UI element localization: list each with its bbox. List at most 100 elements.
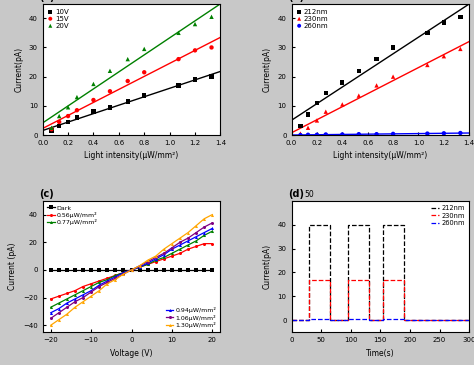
212nm	[401, 222, 407, 227]
212nm	[424, 30, 431, 36]
0.56μW/mm²	[128, 268, 135, 272]
230nm	[327, 318, 333, 322]
Text: 50: 50	[304, 191, 314, 199]
260nm	[289, 318, 294, 322]
10V	[191, 77, 199, 82]
260nm	[381, 318, 386, 322]
0.56μW/mm²	[153, 260, 159, 264]
X-axis label: Time(s): Time(s)	[366, 349, 395, 358]
260nm	[365, 317, 371, 322]
1.06μW/mm²	[177, 240, 183, 245]
0.77μW/mm²	[56, 301, 62, 305]
20V	[208, 14, 215, 20]
0.94μW/mm²	[80, 293, 86, 297]
0.77μW/mm²	[161, 255, 167, 260]
0.77μW/mm²	[128, 268, 135, 272]
20V	[106, 68, 114, 74]
230nm	[424, 62, 431, 68]
Line: Dark: Dark	[49, 268, 214, 272]
0.77μW/mm²	[88, 284, 94, 289]
0.56μW/mm²	[120, 270, 126, 275]
20V	[191, 21, 199, 27]
1.30μW/mm²	[161, 247, 167, 251]
0.56μW/mm²	[80, 284, 86, 289]
260nm	[304, 132, 312, 138]
0.94μW/mm²	[96, 283, 102, 287]
1.30μW/mm²	[201, 216, 207, 221]
230nm	[306, 318, 312, 322]
15V	[124, 78, 131, 84]
260nm	[440, 130, 447, 136]
0.77μW/mm²	[48, 305, 54, 310]
Dark	[80, 268, 86, 272]
20V	[73, 94, 81, 100]
0.77μW/mm²	[64, 297, 70, 301]
1.06μW/mm²	[185, 236, 191, 240]
260nm	[456, 130, 464, 136]
212nm	[365, 318, 371, 322]
1.30μW/mm²	[96, 288, 102, 293]
212nm	[345, 222, 351, 227]
0.94μW/mm²	[137, 265, 143, 269]
212nm	[338, 80, 346, 85]
230nm	[365, 318, 371, 322]
260nm	[466, 318, 472, 322]
0.77μW/mm²	[80, 288, 86, 293]
1.06μW/mm²	[104, 280, 110, 285]
10V	[124, 99, 131, 104]
0.77μW/mm²	[210, 229, 215, 233]
260nm	[327, 317, 333, 322]
230nm	[401, 318, 407, 322]
0.56μW/mm²	[145, 262, 151, 266]
260nm	[424, 131, 431, 137]
0.56μW/mm²	[177, 251, 183, 255]
Y-axis label: Current(pA): Current(pA)	[263, 47, 272, 92]
1.06μW/mm²	[64, 305, 70, 310]
1.30μW/mm²	[64, 312, 70, 316]
20V	[55, 113, 63, 119]
0.77μW/mm²	[120, 270, 126, 275]
212nm	[373, 56, 380, 62]
15V	[55, 119, 63, 125]
Y-axis label: Current(pA): Current(pA)	[263, 244, 272, 289]
212nm	[297, 123, 304, 129]
0.77μW/mm²	[185, 243, 191, 247]
1.30μW/mm²	[193, 223, 199, 228]
212nm	[345, 318, 351, 322]
Y-axis label: Current (pA): Current (pA)	[9, 243, 18, 290]
230nm	[381, 277, 386, 282]
1.06μW/mm²	[201, 225, 207, 229]
260nm	[355, 131, 363, 137]
0.56μW/mm²	[88, 281, 94, 286]
0.94μW/mm²	[145, 261, 151, 265]
1.06μW/mm²	[72, 300, 78, 304]
230nm	[466, 318, 472, 322]
0.77μW/mm²	[96, 280, 102, 285]
1.30μW/mm²	[137, 264, 143, 268]
260nm	[389, 131, 397, 137]
X-axis label: Light intensity(μW/mm²): Light intensity(μW/mm²)	[333, 151, 428, 161]
Text: (d): (d)	[288, 189, 304, 199]
0.94μW/mm²	[112, 274, 118, 279]
1.06μW/mm²	[193, 230, 199, 235]
10V	[140, 93, 148, 99]
10V	[73, 115, 81, 120]
260nm	[401, 317, 407, 322]
Line: 230nm: 230nm	[292, 280, 469, 320]
0.94μW/mm²	[128, 268, 135, 272]
Dark	[104, 268, 110, 272]
Dark	[120, 268, 126, 272]
0.94μW/mm²	[56, 307, 62, 311]
Dark	[72, 268, 78, 272]
Line: 1.30μW/mm²: 1.30μW/mm²	[49, 213, 214, 327]
20V	[140, 46, 148, 52]
0.56μW/mm²	[96, 279, 102, 283]
230nm	[389, 74, 397, 80]
0.56μW/mm²	[104, 276, 110, 280]
260nm	[313, 132, 321, 138]
Dark	[161, 268, 167, 272]
0.94μW/mm²	[72, 297, 78, 301]
0.77μW/mm²	[137, 265, 143, 269]
260nm	[306, 317, 312, 322]
1.30μW/mm²	[48, 323, 54, 327]
